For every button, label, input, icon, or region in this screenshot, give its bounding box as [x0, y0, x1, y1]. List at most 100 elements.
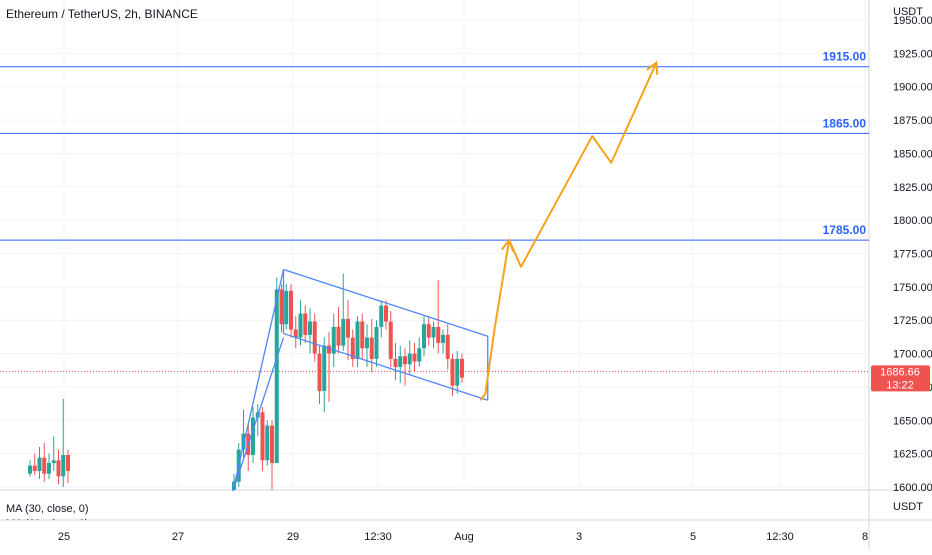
grid [0, 0, 869, 490]
candle [28, 460, 32, 477]
candle-body [47, 462, 51, 474]
candle-body [317, 353, 322, 391]
candle [322, 337, 327, 413]
x-tick-label: Aug [454, 531, 474, 543]
candle-body [265, 425, 270, 461]
candle [47, 453, 51, 479]
candle [312, 313, 317, 362]
level-label: 1915.00 [823, 50, 867, 64]
candle-body [37, 457, 42, 471]
candle [360, 313, 365, 359]
y-tick-label: 1800.00 [893, 215, 932, 227]
candle-body [360, 321, 365, 349]
candle [327, 332, 331, 402]
candle-body [279, 289, 284, 325]
level-lines[interactable]: 1915.00 1865.00 1785.00 [0, 50, 869, 241]
candle-body [312, 321, 317, 354]
candle-body [384, 305, 388, 322]
candle [260, 406, 265, 471]
candle-body [51, 460, 56, 463]
candle-body [327, 345, 331, 354]
y-tick-label: 1725.00 [893, 315, 932, 327]
candle [455, 350, 460, 394]
candle-body [260, 412, 265, 461]
candle [365, 324, 369, 367]
projection-line[interactable] [479, 62, 658, 401]
candle [251, 406, 255, 463]
candle [308, 308, 312, 354]
x-tick-label: 8 [862, 531, 868, 543]
candle-body [417, 348, 422, 362]
candle [417, 337, 422, 367]
candle-body [336, 326, 341, 346]
candle-body [393, 358, 398, 367]
candle [445, 324, 450, 370]
candle [422, 316, 426, 357]
candle [407, 340, 412, 375]
y-tick-label: 1650.00 [893, 415, 932, 427]
candle [403, 348, 407, 386]
x-tick-label: 12:30 [364, 531, 392, 543]
x-tick-label: 12:30 [766, 531, 794, 543]
projection-arrowhead [500, 238, 515, 252]
impulse-line[interactable] [232, 337, 285, 492]
candle-body [374, 326, 379, 359]
candle-body [341, 318, 346, 346]
y-tick-label: 1925.00 [893, 48, 932, 60]
x-tick-label: 25 [58, 531, 70, 543]
candle-body [303, 313, 308, 335]
candle-body [412, 353, 417, 362]
y-tick-label: 1625.00 [893, 449, 932, 461]
candle [42, 442, 47, 482]
candle [431, 321, 436, 349]
candle-body [274, 289, 279, 463]
candle-body [445, 334, 450, 359]
price-axis-unit-bottom: USDT [893, 501, 923, 513]
projection-path[interactable] [479, 60, 659, 401]
x-tick-label: 3 [576, 531, 582, 543]
candle [241, 409, 246, 458]
candle-body [331, 326, 336, 354]
y-tick-label: 1850.00 [893, 148, 932, 160]
candle [336, 306, 341, 354]
candle-body [460, 358, 464, 378]
time-axis-ticks: 25 27 29 12:30 Aug 3 5 12:30 8 [58, 531, 868, 543]
candle [51, 436, 56, 471]
candle [350, 329, 355, 367]
candle [265, 420, 270, 466]
candle-body [436, 326, 441, 343]
candle [56, 449, 61, 485]
channel-drawing[interactable] [232, 268, 489, 492]
candle-body [426, 324, 431, 338]
channel-upper[interactable] [283, 268, 488, 337]
indicator-ma60-label[interactable]: MA (60, close, 0) [6, 518, 89, 530]
level-label: 1865.00 [823, 116, 867, 130]
candle-body [388, 321, 393, 359]
candle-body [251, 417, 255, 455]
channel-lower[interactable] [283, 332, 488, 401]
candle [270, 420, 274, 490]
candle [426, 316, 431, 346]
x-tick-label: 5 [690, 531, 696, 543]
candle [436, 280, 441, 354]
impulse-outline[interactable] [232, 269, 285, 492]
candle-body [407, 353, 412, 365]
candle [289, 284, 293, 338]
candle-body [289, 290, 293, 330]
x-tick-label: 27 [172, 531, 184, 543]
level-label: 1785.00 [823, 223, 867, 237]
candle [37, 446, 42, 479]
candle [66, 449, 70, 483]
candle-body [422, 324, 426, 349]
candle-body [369, 337, 374, 359]
candle-body [379, 305, 384, 327]
candle [303, 305, 308, 343]
candle [298, 300, 303, 346]
candle-body [322, 345, 327, 391]
indicator-ma30-label[interactable]: MA (30, close, 0) [6, 503, 89, 515]
candles [28, 273, 464, 490]
candle [331, 313, 336, 367]
price-axis-ticks: 1600.001625.001650.001675.001700.001725.… [893, 15, 932, 494]
